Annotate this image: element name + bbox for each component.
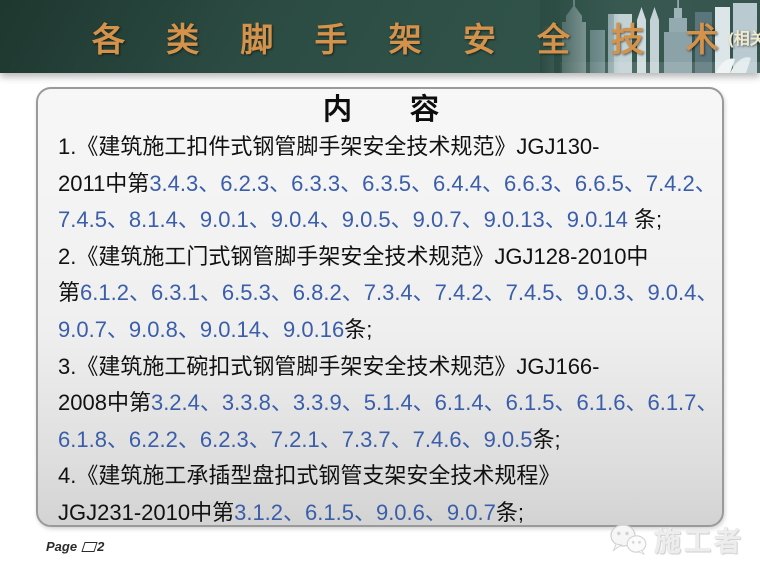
content-panel: 内 容 1.《建筑施工扣件式钢管脚手架安全技术规范》JGJ130- 2011中第3… (36, 87, 724, 527)
content-line: 3.《建筑施工碗扣式钢管脚手架安全技术规范》JGJ166- (58, 353, 600, 379)
page-label: Page (46, 539, 78, 554)
content-line: 9.0.7、9.0.8、9.0.14、9.0.16条; (58, 316, 373, 342)
city-skyline-graphic (540, 0, 760, 73)
content-lines: 1.《建筑施工扣件式钢管脚手架安全技术规范》JGJ130- 2011中第3.4.3… (58, 129, 719, 525)
content-title: 内 容 (322, 94, 439, 126)
page-number: 2 (97, 539, 105, 554)
content-line: 2.《建筑施工门式钢管脚手架安全技术规范》JGJ128-2010中 (58, 243, 649, 269)
header-title: 各 类 脚 手 架 安 全 技 术 (92, 20, 735, 58)
content-line: 4.《建筑施工承插型盘扣式钢管支架安全技术规程》 (58, 463, 561, 489)
page-footer: Page 2 (46, 539, 104, 554)
watermark: 施工者 (610, 520, 744, 559)
content-line: 第6.1.2、6.3.1、6.5.3、6.8.2、7.3.4、7.4.2、7.4… (58, 280, 719, 306)
content-line: 7.4.5、8.1.4、9.0.1、9.0.4、9.0.5、9.0.7、9.0.… (58, 207, 663, 233)
missing-glyph-box (81, 541, 98, 552)
header-subtitle: (相关强制性条文整理) (728, 30, 760, 48)
content-line: 2011中第3.4.3、6.2.3、6.3.3、6.3.5、6.4.4、6.6.… (58, 170, 717, 196)
content-line: 2008中第3.2.4、3.3.8、3.3.9、5.1.4、6.1.4、6.1.… (58, 390, 719, 416)
watermark-text: 施工者 (654, 527, 744, 557)
content-line: JGJ231-2010中第3.1.2、6.1.5、9.0.6、9.0.7条; (58, 499, 524, 525)
content-line: 6.1.8、6.2.2、6.2.3、7.2.1、7.3.7、7.4.6、9.0.… (58, 426, 561, 452)
content-line: 1.《建筑施工扣件式钢管脚手架安全技术规范》JGJ130- (58, 134, 600, 159)
slide-header: 各 类 脚 手 架 安 全 技 术 (相关强制性条文整理) (0, 0, 760, 73)
wechat-icon (610, 524, 647, 555)
